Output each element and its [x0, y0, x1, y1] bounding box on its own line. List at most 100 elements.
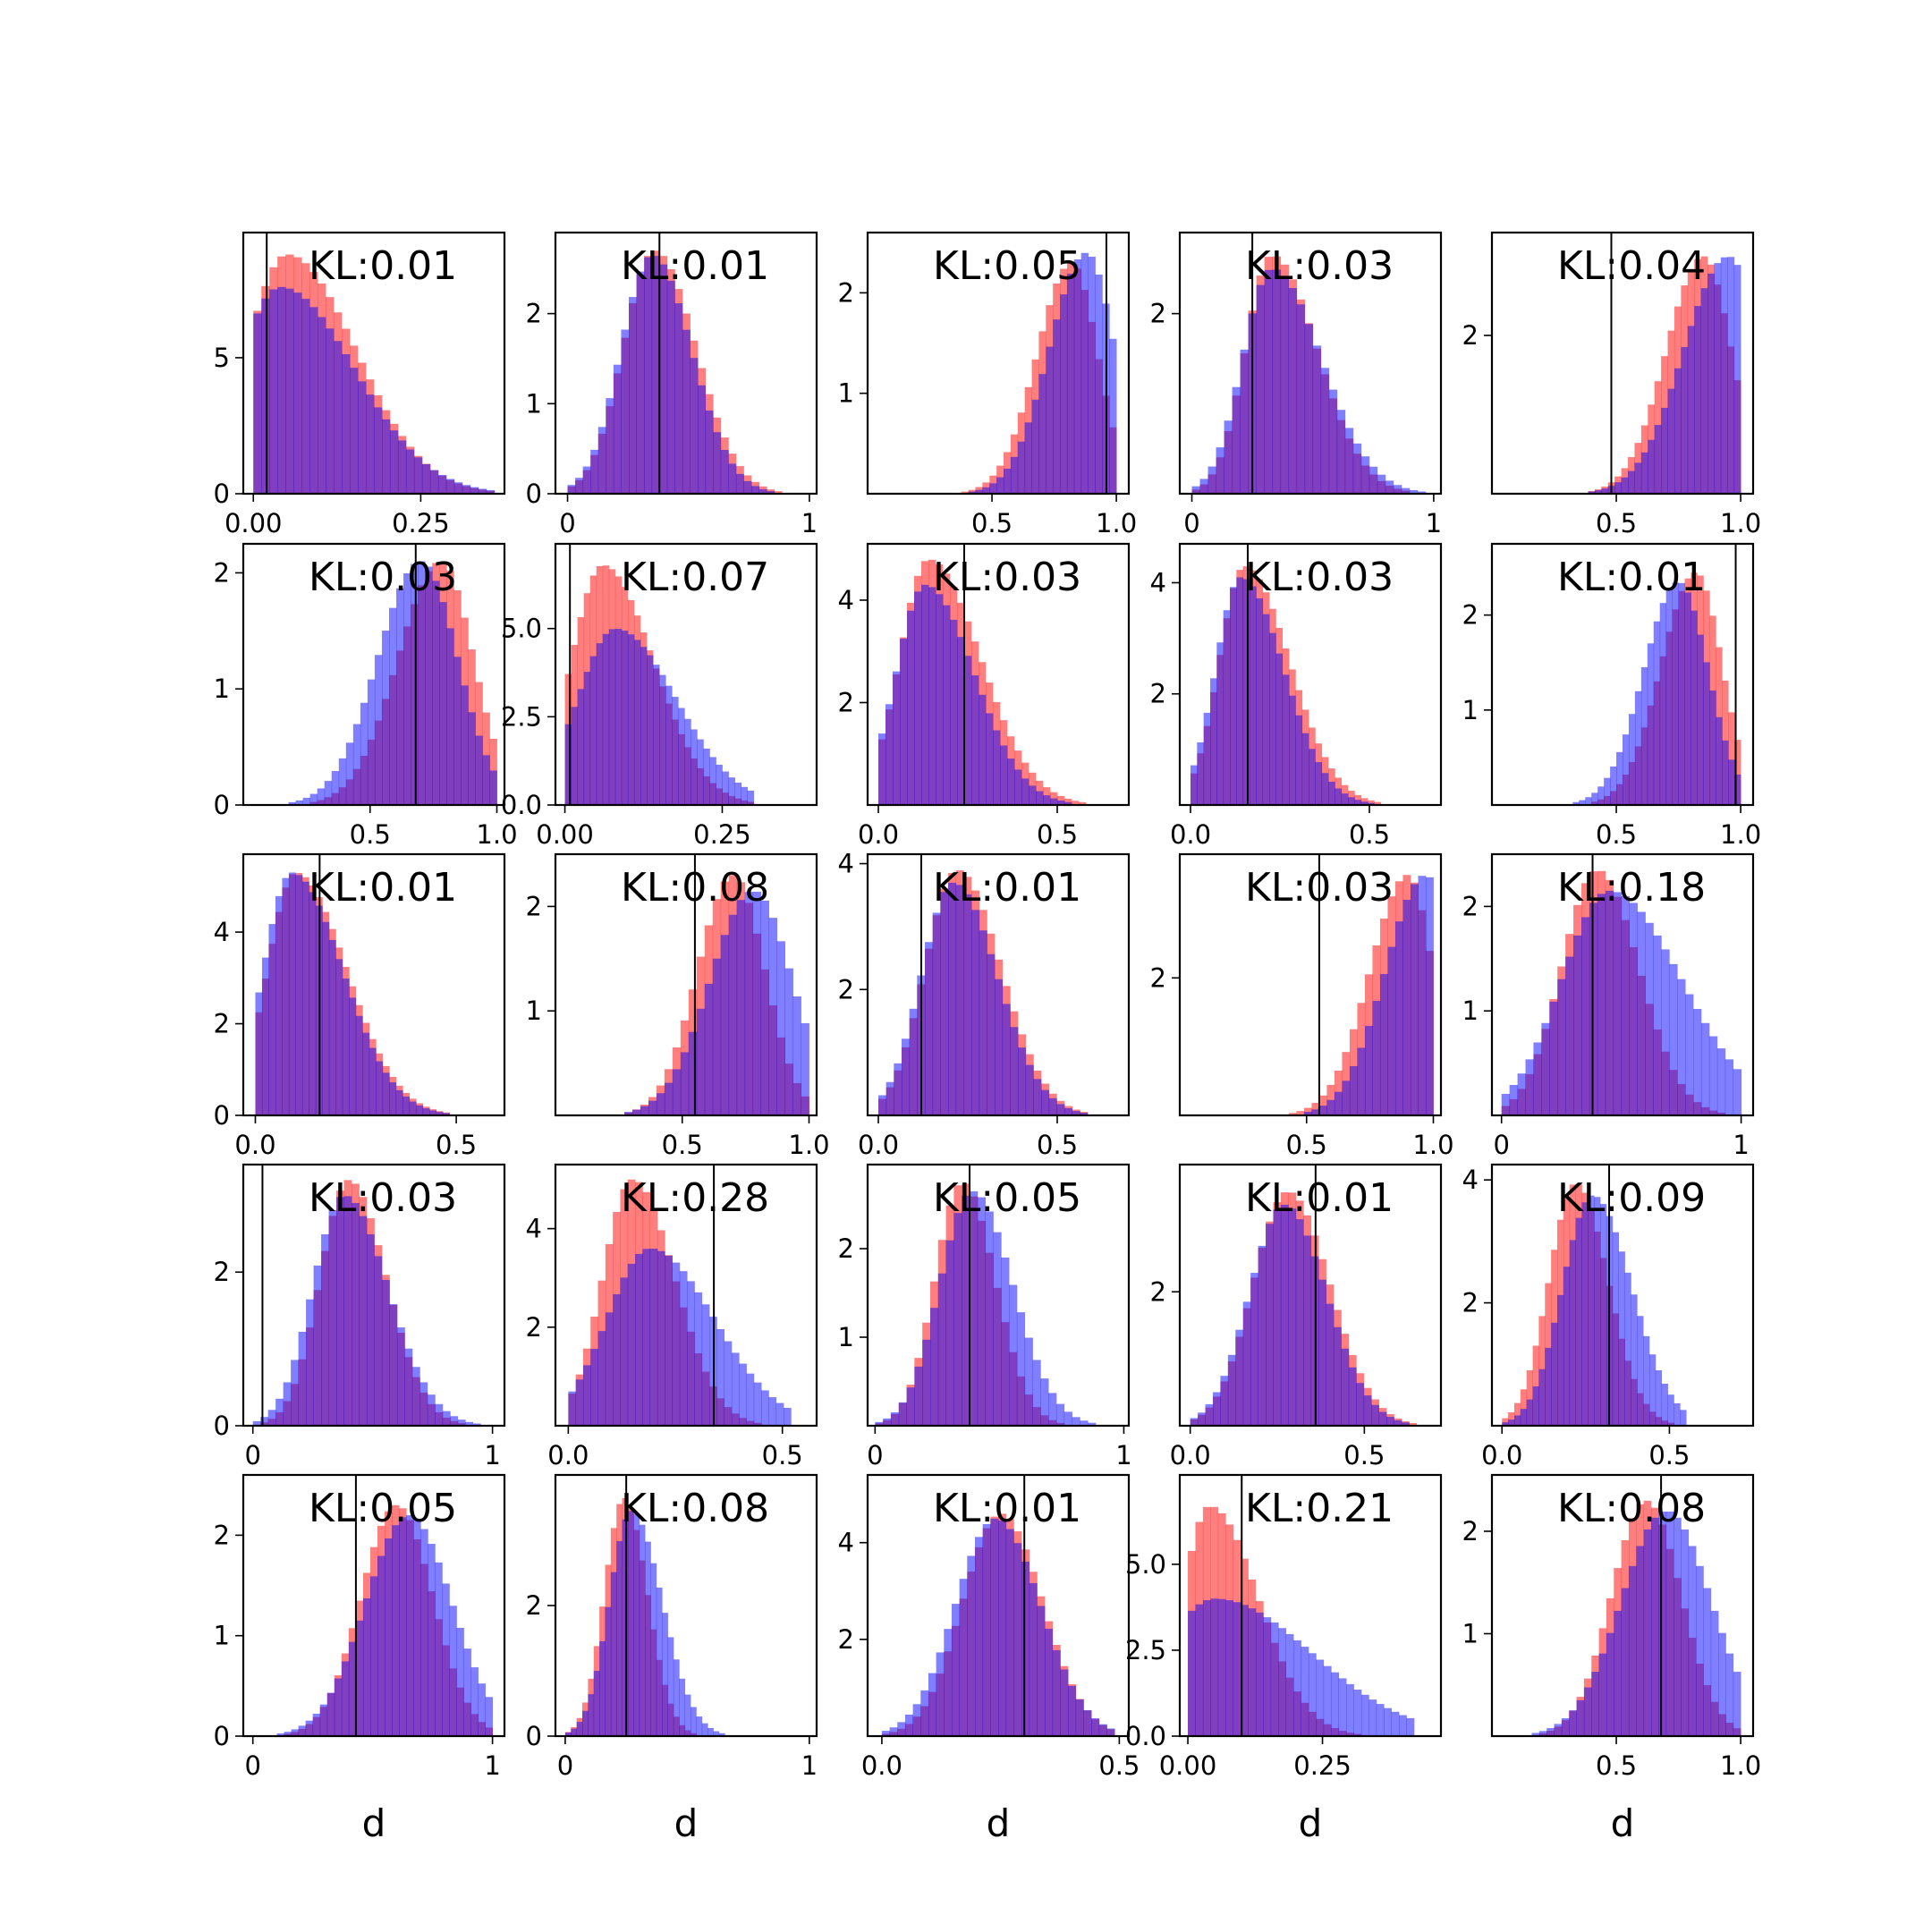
blue-histogram-bar	[1352, 443, 1362, 494]
blue-histogram-bar	[1109, 338, 1117, 494]
blue-histogram-bar	[1387, 946, 1396, 1115]
histogram-panel: 0 1 0 1 2 KL:0.05 d	[214, 1473, 506, 1845]
blue-histogram-bar	[395, 1089, 403, 1115]
blue-histogram-bar	[1349, 1065, 1358, 1115]
blue-histogram-bar	[352, 1202, 360, 1426]
kl-annotation: KL:0.03	[1245, 865, 1394, 911]
blue-histogram-bar	[309, 892, 317, 1115]
blue-histogram-bar	[1256, 597, 1264, 805]
blue-histogram-bar	[1549, 1001, 1558, 1115]
blue-histogram-bar	[374, 1256, 383, 1426]
blue-histogram-bar	[656, 1587, 663, 1736]
kl-annotation: KL:0.03	[1245, 555, 1394, 600]
blue-histogram-bar	[328, 939, 336, 1115]
blue-histogram-bar	[1579, 800, 1586, 805]
blue-histogram-bar	[1636, 1546, 1645, 1736]
blue-histogram-bar	[335, 959, 343, 1115]
blue-histogram-bar	[1315, 762, 1323, 805]
axes-frame	[866, 852, 1131, 1117]
blue-histogram-bar	[413, 457, 423, 494]
blue-histogram-bar	[898, 1402, 907, 1426]
histogram-bars	[1191, 566, 1382, 805]
y-tick-label: 0	[214, 1100, 230, 1131]
blue-histogram-bar	[1654, 425, 1662, 494]
blue-histogram-bar	[1036, 791, 1044, 805]
blue-histogram-bar	[421, 463, 431, 494]
blue-histogram-bar	[396, 588, 404, 805]
y-tick-label: 5	[214, 343, 230, 373]
histogram-panel: 0 1 2 KL:0.03	[1150, 231, 1442, 538]
blue-histogram-bar	[1080, 1420, 1089, 1426]
histogram-bars	[1531, 1500, 1741, 1736]
blue-histogram-bar	[672, 697, 679, 805]
blue-histogram-bar	[429, 470, 439, 494]
x-tick-label: 0	[867, 1440, 883, 1470]
kl-annotation: KL:0.05	[933, 1175, 1081, 1221]
blue-histogram-bar	[694, 1292, 703, 1426]
blue-histogram-bar	[1007, 758, 1015, 805]
histogram-panel: 0.0 0.5 2 4 KL:0.03	[1150, 542, 1443, 850]
blue-histogram-bar	[298, 1331, 307, 1426]
blue-histogram-bar	[1328, 389, 1338, 494]
blue-histogram-bar	[590, 449, 599, 494]
blue-histogram-bar	[389, 1304, 398, 1426]
blue-histogram-bar	[472, 1423, 481, 1426]
blue-histogram-bar	[1728, 759, 1735, 805]
blue-histogram-bar	[1688, 1546, 1697, 1736]
blue-histogram-bar	[285, 288, 294, 494]
blue-histogram-bar	[1648, 439, 1656, 494]
blue-histogram-bar	[996, 477, 1004, 494]
blue-histogram-bar	[1665, 589, 1674, 805]
blue-histogram-bar	[631, 1109, 641, 1115]
blue-histogram-bar	[1394, 1419, 1402, 1426]
blue-histogram-bar	[747, 790, 755, 805]
blue-histogram-bar	[1060, 1669, 1069, 1736]
blue-histogram-bar	[420, 1529, 428, 1736]
red-histogram-bar	[1311, 1103, 1320, 1115]
red-histogram-bar	[1296, 1111, 1305, 1115]
blue-histogram-bar	[589, 656, 597, 805]
blue-histogram-bar	[1052, 1649, 1061, 1736]
blue-histogram-bar	[990, 1518, 999, 1736]
x-tick-label: 0	[557, 1750, 573, 1781]
blue-histogram-bar	[362, 1032, 370, 1115]
blue-histogram-bar	[475, 735, 483, 805]
blue-histogram-bar	[1718, 1632, 1726, 1736]
blue-histogram-bar	[1331, 1672, 1340, 1736]
blue-histogram-bar	[468, 712, 476, 805]
blue-histogram-bar	[1024, 1337, 1033, 1426]
blue-histogram-bar	[1690, 610, 1698, 805]
blue-histogram-bar	[1604, 777, 1611, 805]
blue-histogram-bar	[450, 1416, 459, 1426]
blue-histogram-bar	[664, 1082, 674, 1115]
red-histogram-bar	[1368, 800, 1375, 805]
blue-histogram-bar	[1637, 911, 1646, 1115]
blue-histogram-bar	[381, 631, 390, 805]
blue-histogram-bar	[1554, 1724, 1563, 1736]
blue-histogram-bar	[377, 1555, 386, 1736]
blue-histogram-bar	[1056, 1104, 1065, 1115]
blue-histogram-bar	[1032, 1360, 1041, 1426]
blue-histogram-bar	[940, 892, 949, 1115]
blue-histogram-bar	[478, 1683, 486, 1736]
blue-histogram-bar	[1311, 1109, 1320, 1115]
blue-histogram-bar	[682, 329, 691, 494]
blue-histogram-bar	[582, 1365, 591, 1426]
kl-annotation: KL:0.04	[1557, 243, 1706, 289]
blue-histogram-bar	[298, 1725, 307, 1736]
blue-histogram-bar	[925, 942, 934, 1115]
histogram-panel: 0.5 1.0 1 2 KL:0.08	[526, 852, 830, 1160]
blue-histogram-bar	[1685, 994, 1694, 1115]
blue-histogram-bar	[328, 1209, 337, 1426]
histogram-panel: 0.0 0.5 2 4 KL:0.09	[1462, 1163, 1755, 1470]
blue-histogram-bar	[283, 1382, 292, 1426]
blue-histogram-bar	[703, 748, 710, 805]
blue-histogram-bar	[928, 1673, 937, 1736]
y-tick-label: 0.0	[501, 790, 542, 820]
blue-histogram-bar	[720, 935, 730, 1115]
blue-histogram-bar	[461, 685, 469, 805]
blue-histogram-bar	[1612, 1232, 1620, 1426]
blue-histogram-bar	[1296, 304, 1306, 494]
blue-histogram-bar	[1217, 1598, 1226, 1736]
blue-histogram-bar	[959, 1579, 968, 1736]
